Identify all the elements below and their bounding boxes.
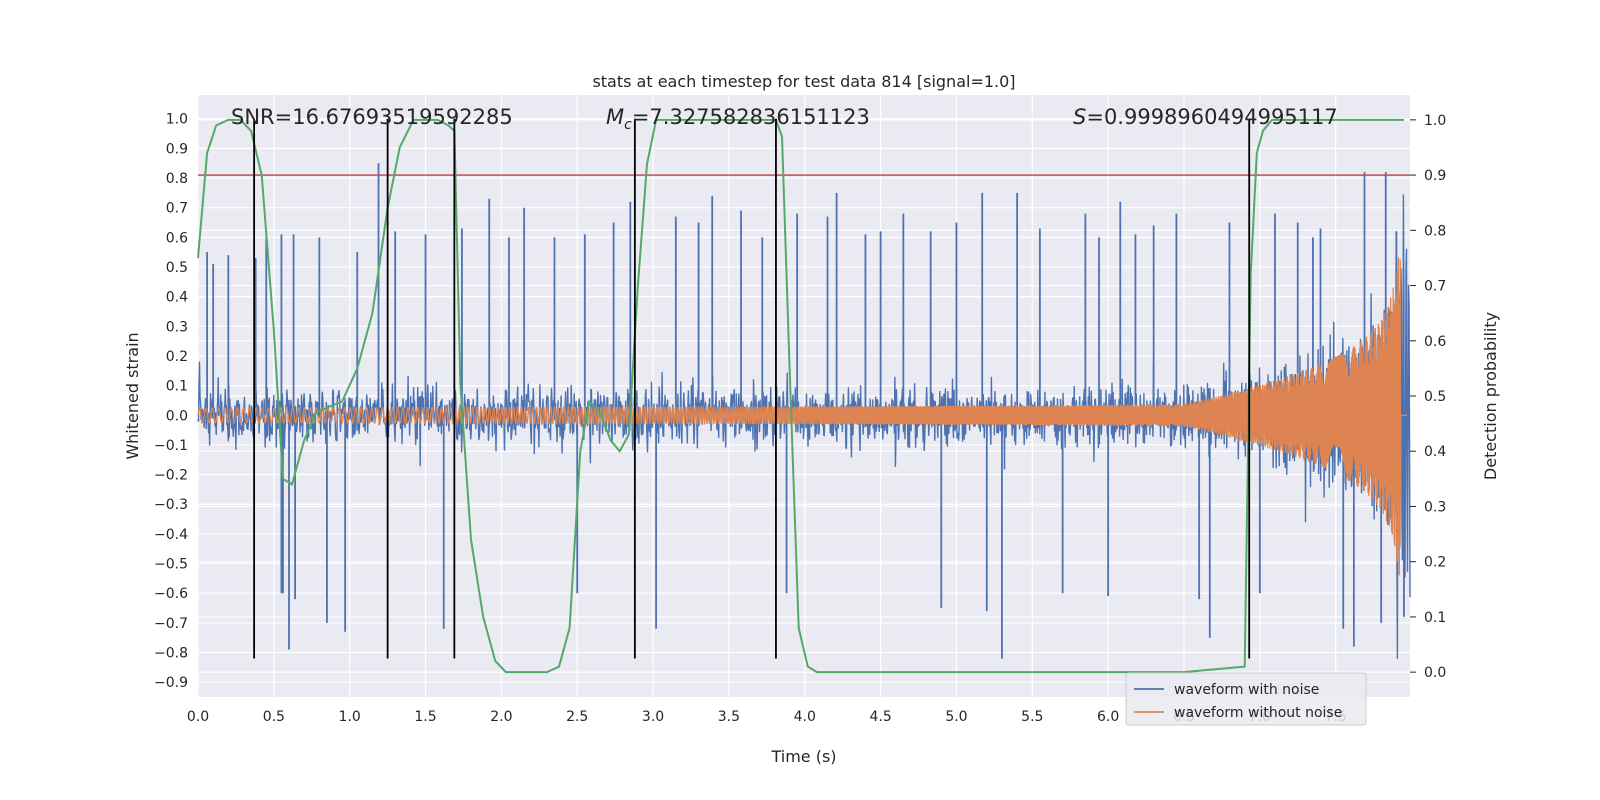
y-tick-label: −0.8 [154,646,188,662]
y-right-tick-label: 0.5 [1424,389,1446,405]
y-right-tick-label: 0.1 [1424,610,1446,626]
x-tick-label: 6.0 [1097,709,1119,725]
detection-probability-line [197,118,1404,674]
x-tick-label: 0.5 [263,709,285,725]
y-axis-label: Whitened strain [123,332,142,459]
y-right-axis-ticks: 1.0 0.9 0.8 0.7 0.6 0.5 0.4 0.3 0.2 0.1 0.0 [1410,113,1446,681]
s-statistic-symbol: S [1073,105,1086,129]
s-statistic-value: =0.9998960494995117 [1086,105,1337,129]
x-axis-label: Time (s) [770,747,836,766]
y-tick-label: 1.0 [166,112,188,128]
y-tick-label: −0.9 [154,675,188,691]
y-tick-label: 0.6 [166,230,188,246]
y-right-tick-label: 0.8 [1424,223,1446,239]
x-tick-label: 4.5 [869,709,891,725]
x-tick-label: 2.0 [490,709,512,725]
waveform-without-noise-series [197,257,1407,576]
y-right-tick-label: 0.2 [1424,555,1446,571]
x-tick-label: 1.0 [339,709,361,725]
snr-annotation: SNR=16.67693519592285 [231,105,513,129]
y-tick-label: 0.1 [166,379,188,395]
detection-probability-series [197,118,1404,674]
y-tick-label: 0.3 [166,319,188,335]
y-right-tick-label: 0.7 [1424,279,1446,295]
y-right-axis-label: Detection probability [1481,312,1500,480]
x-tick-label: 4.0 [794,709,816,725]
x-tick-label: 3.5 [718,709,740,725]
x-tick-label: 3.0 [642,709,664,725]
y-tick-label: 0.5 [166,260,188,276]
y-right-tick-label: 1.0 [1424,113,1446,129]
x-axis-ticks: 0.00.51.01.52.02.53.03.54.04.55.05.56.06… [187,709,1347,725]
chirp-mass-annotation: Mc=7.327582836151123 [606,105,870,133]
x-tick-label: 0.0 [187,709,209,725]
y-tick-label: 0.0 [166,408,188,424]
y-tick-label: −0.5 [154,557,188,573]
y-tick-label: −0.6 [154,586,188,602]
y-right-tick-label: 0.0 [1424,665,1446,681]
y-axis-ticks: 1.0 0.9 0.8 0.7 0.6 0.5 0.4 0.3 0.2 0.1 0.0 −0.1 −0.… [154,112,188,691]
chirp-mass-symbol: M [606,105,624,129]
y-tick-label: 0.4 [166,290,188,306]
y-right-tick-label: 0.4 [1424,444,1446,460]
clean-waveform-line [197,257,1407,576]
legend-label-noise: waveform with noise [1174,682,1319,698]
chirp-mass-subscript: c [624,117,632,133]
y-tick-label: 0.8 [166,171,188,187]
event-markers [253,118,1251,659]
x-tick-label: 5.0 [945,709,967,725]
y-right-tick-label: 0.9 [1424,168,1446,184]
x-tick-label: 1.5 [414,709,436,725]
y-tick-label: −0.4 [154,527,188,543]
x-tick-label: 2.5 [566,709,588,725]
x-tick-label: 5.5 [1021,709,1043,725]
y-tick-label: −0.2 [154,468,188,484]
chart-title: stats at each timestep for test data 814… [592,72,1015,91]
y-tick-label: −0.1 [154,438,188,454]
y-tick-label: 0.7 [166,201,188,217]
y-tick-label: −0.3 [154,497,188,513]
legend-label-clean: waveform without noise [1174,705,1342,721]
y-tick-label: −0.7 [154,616,188,632]
y-tick-label: 0.2 [166,349,188,365]
s-statistic-annotation: S=0.9998960494995117 [1073,105,1338,129]
y-right-tick-label: 0.3 [1424,499,1446,515]
chirp-mass-value: =7.327582836151123 [632,105,870,129]
y-tick-label: 0.9 [166,141,188,157]
legend-box [1125,672,1367,726]
legend: waveform with noise waveform without noi… [1125,672,1367,726]
y-right-tick-label: 0.6 [1424,334,1446,350]
